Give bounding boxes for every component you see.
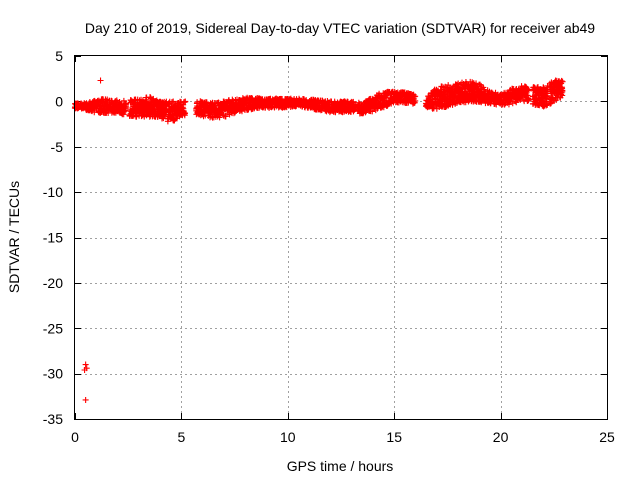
data-point <box>411 99 418 106</box>
axis-ticks <box>75 56 608 420</box>
y-tick-label: -20 <box>43 275 63 291</box>
x-tick-label: 20 <box>493 429 509 445</box>
data-point <box>441 88 448 95</box>
x-tick-label: 15 <box>386 429 402 445</box>
data-point <box>559 78 566 85</box>
y-tick-label: -5 <box>51 139 64 155</box>
outlier-point <box>97 77 104 84</box>
data-point <box>525 96 532 103</box>
data-point <box>362 109 369 116</box>
data-point <box>182 98 189 105</box>
data-point <box>445 82 452 89</box>
outlier-point <box>81 366 88 373</box>
y-tick-label: -10 <box>43 184 63 200</box>
data-point <box>168 99 175 106</box>
plot-frame <box>74 55 608 420</box>
data-point <box>383 92 390 99</box>
data-point <box>182 110 189 117</box>
data-point <box>477 81 484 88</box>
data-point <box>379 103 386 110</box>
data-point <box>222 113 229 120</box>
grid <box>75 56 607 419</box>
data-point <box>548 100 555 107</box>
data-point <box>559 87 566 94</box>
data-point <box>558 77 565 84</box>
y-tick-label: -35 <box>43 411 63 427</box>
chart-title: Day 210 of 2019, Sidereal Day-to-day VTE… <box>85 20 595 36</box>
y-tick-label: 5 <box>55 48 63 64</box>
x-axis-label: GPS time / hours <box>287 458 394 474</box>
y-tick-label: -25 <box>43 320 63 336</box>
x-tick-label: 0 <box>71 429 79 445</box>
x-tick-label: 25 <box>599 429 615 445</box>
tick-labels: 0 5 10 15 20 25 5 0 -5 -10 -15 -20 -25 -30 -35 <box>43 48 615 445</box>
y-tick-label: -15 <box>43 230 63 246</box>
y-axis-label: SDTVAR / TECUs <box>6 181 22 293</box>
y-tick-label: -30 <box>43 366 63 382</box>
data-point <box>544 101 551 108</box>
data-point <box>122 100 129 107</box>
outlier-point <box>82 361 89 368</box>
outlier-point <box>82 396 89 403</box>
data-points <box>71 77 566 403</box>
x-tick-label: 10 <box>280 429 296 445</box>
x-tick-label: 5 <box>178 429 186 445</box>
data-point <box>525 86 532 93</box>
y-tick-label: 0 <box>55 93 63 109</box>
